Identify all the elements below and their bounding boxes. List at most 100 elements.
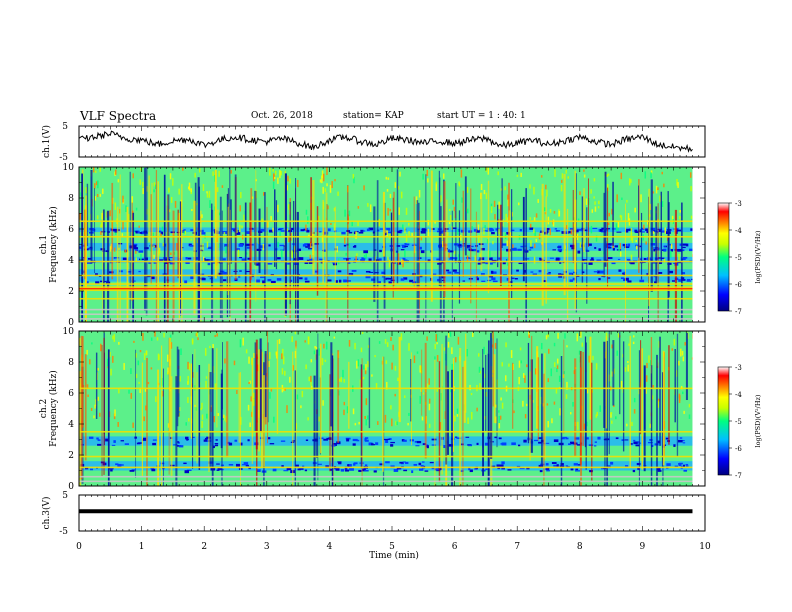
ch2-stripe bbox=[95, 352, 98, 419]
ch1-speckle bbox=[651, 247, 656, 249]
ch2-speckle bbox=[273, 416, 275, 423]
ch1-speckle bbox=[524, 258, 530, 260]
ch1-speckle bbox=[194, 172, 196, 178]
ch2-colorbar-tick-label: -6 bbox=[735, 445, 742, 453]
ch1-spectrogram-y-tick-label: 8 bbox=[68, 194, 74, 204]
ch1-speckle bbox=[184, 230, 187, 235]
ch1-speckle bbox=[337, 270, 342, 273]
ch2-speckle bbox=[130, 392, 133, 399]
ch1-speckle bbox=[262, 243, 265, 251]
ch1-speckle bbox=[160, 233, 162, 237]
ch2-speckle bbox=[421, 461, 425, 463]
ch1-speckle bbox=[626, 199, 628, 203]
ch1-speckle bbox=[620, 277, 624, 280]
ch1-speckle bbox=[279, 170, 281, 179]
ch1-speckle bbox=[411, 233, 413, 237]
ch2-speckle bbox=[504, 375, 507, 382]
ch2-speckle bbox=[357, 359, 360, 367]
ch2-speckle bbox=[436, 355, 439, 362]
ch1-colorbar-tick-label: -7 bbox=[735, 308, 742, 316]
ch2-speckle bbox=[577, 444, 582, 446]
ch1-stripe bbox=[425, 174, 427, 322]
ch2-speckle bbox=[239, 339, 242, 348]
ch2-speckle bbox=[177, 441, 180, 444]
ch1-speckle bbox=[598, 248, 601, 251]
ch1-speckle bbox=[471, 226, 473, 230]
ch1-speckle bbox=[677, 248, 682, 252]
ch1-speckle bbox=[388, 259, 391, 268]
ch2-speckle bbox=[94, 404, 96, 409]
ch2-speckle bbox=[233, 360, 236, 366]
ch1-speckle bbox=[299, 257, 304, 260]
ch2-speckle bbox=[468, 467, 471, 471]
ch2-speckle bbox=[353, 463, 356, 466]
ch1-speckle bbox=[100, 280, 103, 283]
ch2-speckle bbox=[476, 407, 478, 412]
ch2-stripe bbox=[192, 354, 194, 469]
ch2-speckle bbox=[343, 409, 345, 416]
ch2-speckle bbox=[338, 378, 341, 382]
ch1-speckle bbox=[108, 271, 114, 274]
ch2-stripe bbox=[643, 365, 646, 472]
ch2-stripe bbox=[591, 362, 593, 481]
ch1-speckle bbox=[485, 262, 489, 265]
ch2-speckle bbox=[364, 439, 369, 442]
ch1-speckle bbox=[558, 273, 562, 276]
ch1-speckle bbox=[671, 280, 676, 282]
ch2-stripe bbox=[107, 349, 110, 486]
ch2-speckle bbox=[374, 355, 376, 358]
ch3-waveform-y-axis-label: ch.3(V) bbox=[41, 497, 52, 530]
ch2-speckle bbox=[139, 350, 142, 353]
ch1-speckle bbox=[483, 189, 486, 195]
ch1-speckle bbox=[294, 262, 299, 266]
ch2-speckle bbox=[586, 387, 589, 394]
ch1-speckle bbox=[607, 173, 610, 176]
ch1-speckle bbox=[627, 280, 632, 283]
ch2-speckle bbox=[212, 445, 215, 449]
ch2-speckle bbox=[550, 368, 553, 377]
ch1-speckle bbox=[211, 262, 216, 264]
ch2-speckle bbox=[201, 414, 204, 420]
ch2-speckle bbox=[272, 468, 277, 472]
ch1-speckle bbox=[657, 187, 659, 191]
ch1-speckle bbox=[664, 227, 666, 234]
ch1-stripe bbox=[586, 207, 588, 304]
ch2-speckle bbox=[419, 365, 421, 373]
ch1-speckle bbox=[386, 189, 389, 192]
x-tick-label: 8 bbox=[577, 542, 583, 552]
ch2-stripe bbox=[80, 335, 83, 480]
ch2-stripe bbox=[348, 361, 350, 429]
ch1-speckle bbox=[657, 228, 663, 230]
ch1-speckle bbox=[276, 278, 282, 281]
ch2-speckle bbox=[527, 437, 532, 441]
ch2-speckle bbox=[564, 333, 566, 339]
ch2-speckle bbox=[407, 422, 409, 426]
ch2-speckle bbox=[403, 395, 406, 398]
ch2-speckle bbox=[565, 437, 569, 440]
ch1-speckle bbox=[255, 262, 260, 265]
ch1-speckle bbox=[337, 191, 339, 196]
ch2-stripe bbox=[320, 343, 322, 454]
ch2-speckle bbox=[415, 445, 420, 447]
ch1-speckle bbox=[207, 259, 211, 261]
ch1-speckle bbox=[680, 249, 685, 252]
ch2-speckle bbox=[390, 444, 394, 447]
ch1-speckle bbox=[366, 228, 370, 232]
ch1-speckle bbox=[305, 246, 310, 248]
ch2-speckle bbox=[540, 342, 543, 350]
ch2-speckle bbox=[227, 441, 230, 444]
ch2-speckle bbox=[307, 336, 310, 345]
ch1-speckle bbox=[304, 280, 310, 283]
ch1-speckle bbox=[634, 229, 638, 233]
ch1-speckle bbox=[534, 230, 536, 238]
ch1-speckle bbox=[343, 244, 347, 247]
ch1-speckle bbox=[565, 225, 568, 230]
ch2-speckle bbox=[368, 442, 373, 446]
ch1-speckle bbox=[533, 228, 535, 233]
ch1-speckle bbox=[386, 230, 389, 238]
ch1-stripe bbox=[200, 210, 202, 322]
ch1-stripe bbox=[172, 210, 175, 322]
ch1-speckle bbox=[231, 228, 236, 230]
ch1-speckle bbox=[553, 210, 556, 214]
ch1-speckle bbox=[269, 229, 273, 233]
